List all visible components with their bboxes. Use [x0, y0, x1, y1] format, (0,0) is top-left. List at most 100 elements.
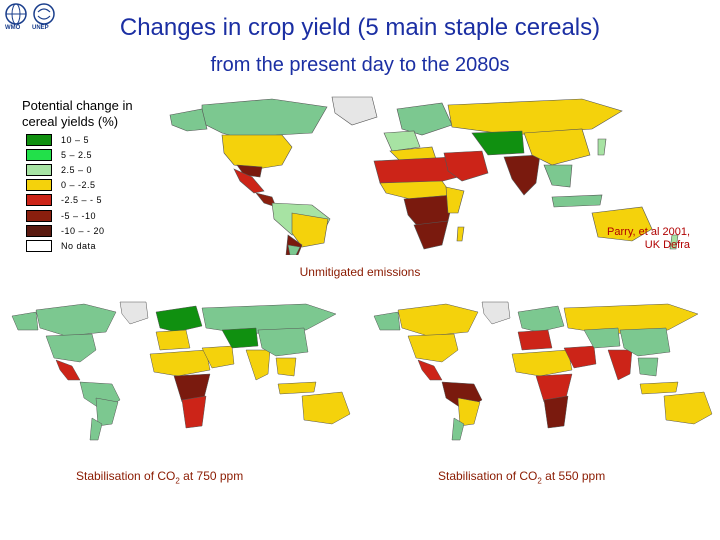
legend-label: -10 – - 20 [61, 225, 105, 236]
region-usa [407, 333, 459, 363]
region-canada [201, 98, 328, 141]
world-map-stabilisation-550 [373, 301, 713, 441]
legend-title: Potential change in cereal yields (%) [22, 98, 172, 130]
citation: Parry, et al 2001, UK Defra [560, 226, 690, 252]
region-alaska [373, 311, 401, 331]
caption-750-subscript: 2 [175, 476, 180, 486]
legend-title-line1: Potential change in [22, 98, 133, 113]
region-central-asia [221, 327, 259, 349]
region-madagascar [456, 226, 465, 242]
region-japan [597, 138, 607, 156]
legend-label: -2.5 – - 5 [61, 195, 103, 206]
region-russia [447, 98, 623, 136]
region-china [523, 128, 591, 166]
legend-item: -5 – -10 [26, 208, 105, 223]
region-china [619, 327, 671, 357]
legend-swatch [26, 148, 52, 161]
legend-swatch [26, 133, 52, 146]
caption-750-prefix: Stabilisation of CO [76, 469, 176, 483]
region-southern-africa [181, 395, 207, 429]
region-southern-africa [413, 220, 449, 250]
region-southeast-asia [637, 357, 659, 377]
legend-swatch [26, 239, 52, 252]
caption-stabilisation-750: Stabilisation of CO2 at 750 ppm [76, 469, 243, 485]
region-southern-africa [543, 395, 569, 429]
legend-label: -5 – -10 [61, 210, 97, 221]
caption-550-suffix: at 550 ppm [541, 469, 606, 483]
legend-swatch [26, 179, 52, 192]
legend-item: 10 – 5 [26, 132, 105, 147]
legend-label: 0 – -2.5 [61, 180, 96, 191]
region-usa [221, 134, 293, 170]
region-australia [591, 206, 653, 242]
world-map-unmitigated [169, 96, 679, 255]
region-middle-east [563, 345, 597, 369]
legend-label: 2.5 – 0 [61, 164, 93, 175]
region-mexico [55, 359, 81, 381]
region-indonesia [277, 381, 317, 395]
region-europe-north [517, 305, 565, 333]
region-europe-north [155, 305, 203, 333]
region-southeast-asia [543, 164, 573, 188]
region-north-africa [149, 349, 211, 377]
caption-550-subscript: 2 [537, 476, 542, 486]
caption-750-suffix: at 750 ppm [179, 469, 244, 483]
page-subtitle: from the present day to the 2080s [210, 54, 510, 76]
caption-550-prefix: Stabilisation of CO [438, 469, 538, 483]
region-india [503, 154, 541, 196]
region-greenland [481, 301, 511, 325]
region-australia [663, 391, 713, 425]
region-mexico [233, 168, 265, 194]
region-canada [397, 303, 479, 337]
region-europe-west [383, 130, 421, 152]
region-russia [563, 303, 699, 335]
legend-item: -2.5 – - 5 [26, 193, 105, 208]
legend-item: No data [26, 238, 105, 253]
legend-swatch [26, 163, 52, 176]
region-china [257, 327, 309, 357]
legend: 10 – 5 5 – 2.5 2.5 – 0 0 – -2.5 -2.5 – - 5 -5… [26, 132, 105, 254]
region-greenland [331, 96, 378, 126]
region-usa-south [236, 164, 263, 178]
region-india [245, 349, 271, 381]
legend-swatch [26, 209, 52, 222]
region-central-asia [583, 327, 621, 349]
caption-stabilisation-550: Stabilisation of CO2 at 550 ppm [438, 469, 605, 485]
region-indonesia [639, 381, 679, 395]
legend-item: 2.5 – 0 [26, 162, 105, 177]
legend-title-line2: cereal yields (%) [22, 114, 119, 129]
region-middle-east [443, 150, 489, 182]
region-mexico [417, 359, 443, 381]
unep-logo [33, 3, 55, 25]
region-canada [35, 303, 117, 337]
region-greenland [119, 301, 149, 325]
legend-swatch [26, 224, 52, 237]
legend-item: 0 – -2.5 [26, 178, 105, 193]
caption-unmitigated: Unmitigated emissions [299, 265, 421, 279]
logo-area: WMO UNEP [2, 2, 58, 32]
region-indonesia [551, 194, 603, 208]
unep-logo-text: UNEP [32, 25, 49, 31]
region-north-africa [511, 349, 573, 377]
legend-swatch [26, 194, 52, 207]
citation-line1: Parry, et al 2001, [607, 226, 690, 238]
legend-label: No data [61, 240, 97, 251]
region-argentina [287, 244, 301, 255]
region-india [607, 349, 633, 381]
legend-item: -10 – - 20 [26, 223, 105, 238]
region-brazil [95, 397, 119, 427]
wmo-logo [5, 3, 27, 25]
region-europe-north [396, 102, 453, 136]
citation-line2: UK Defra [644, 239, 690, 251]
region-east-africa [445, 186, 465, 214]
region-middle-east [201, 345, 235, 369]
world-map-stabilisation-750 [11, 301, 351, 441]
region-south-america-south [89, 417, 103, 441]
region-southeast-asia [275, 357, 297, 377]
region-russia [201, 303, 337, 335]
legend-item: 5 – 2.5 [26, 147, 105, 162]
region-alaska [169, 108, 208, 132]
region-central-asia [471, 130, 525, 156]
region-usa [45, 333, 97, 363]
region-brazil [291, 212, 329, 248]
